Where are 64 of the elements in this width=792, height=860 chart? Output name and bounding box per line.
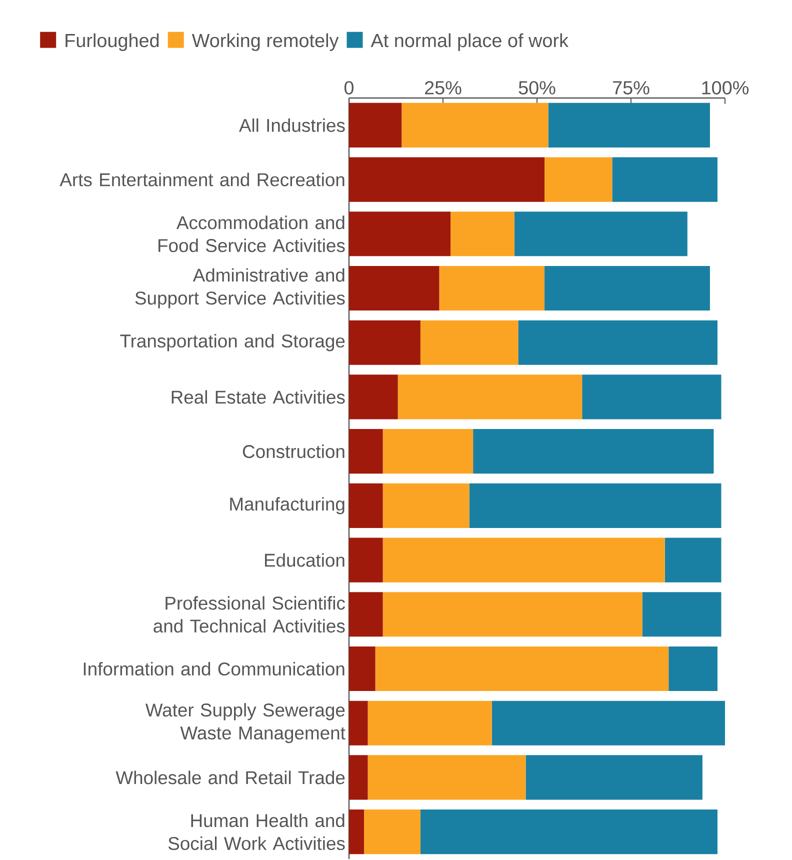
bar bbox=[526, 755, 702, 800]
y-tick-label: Information and Communication bbox=[84, 662, 344, 676]
bar bbox=[349, 538, 383, 582]
bar bbox=[439, 266, 545, 311]
y-tick-label: Arts Entertainment and Recreation bbox=[60, 172, 344, 186]
bar bbox=[364, 810, 420, 854]
bar bbox=[420, 320, 518, 365]
y-tick-label: Professional Scientific and Technical Activities bbox=[154, 596, 345, 633]
y-tick-label: Human Health and Social Work Activities bbox=[168, 814, 345, 850]
bar bbox=[382, 429, 474, 474]
bar bbox=[582, 374, 722, 420]
bar bbox=[518, 320, 718, 365]
bar bbox=[349, 102, 402, 148]
bar bbox=[548, 102, 710, 148]
x-tick-label: 75% bbox=[613, 81, 650, 94]
legend-label: At normal place of work bbox=[370, 33, 569, 51]
bar bbox=[382, 592, 642, 637]
bar bbox=[349, 320, 420, 365]
y-tick-label: Manufacturing bbox=[230, 497, 344, 514]
y-tick-label: Education bbox=[265, 553, 344, 567]
bar bbox=[368, 700, 492, 746]
bar bbox=[398, 374, 582, 420]
bar bbox=[664, 538, 722, 582]
bar bbox=[349, 810, 364, 854]
bar bbox=[514, 212, 688, 256]
bar bbox=[642, 592, 722, 637]
bar bbox=[492, 700, 725, 746]
legend-label: Working remotely bbox=[192, 33, 339, 51]
bar bbox=[450, 212, 514, 256]
x-tick-label: 100% bbox=[702, 81, 749, 94]
y-tick-label: Real Estate Activities bbox=[172, 390, 345, 404]
bar bbox=[473, 429, 714, 474]
bar bbox=[668, 646, 718, 692]
x-tick-label: 25% bbox=[425, 81, 462, 94]
x-tick-label: 0 bbox=[344, 81, 354, 94]
bar bbox=[375, 646, 669, 692]
bar bbox=[469, 483, 722, 528]
bar bbox=[368, 755, 526, 800]
bar bbox=[420, 810, 718, 854]
bar bbox=[402, 102, 548, 148]
bar bbox=[349, 483, 383, 528]
bar bbox=[349, 429, 383, 474]
bar bbox=[544, 157, 612, 202]
y-tick-label: Wholesale and Retail Trade bbox=[116, 770, 345, 784]
y-tick-label: Accommodation and Food Service Activities bbox=[158, 216, 345, 252]
bar bbox=[349, 374, 398, 420]
bar bbox=[382, 483, 470, 528]
y-tick-label: Water Supply Sewerage Waste Management bbox=[145, 703, 346, 744]
y-tick-label: Transportation and Storage bbox=[120, 334, 345, 352]
y-tick-label: Administrative and Support Service Activities bbox=[135, 268, 345, 308]
bar bbox=[349, 700, 368, 746]
y-tick-label: All Industries bbox=[238, 118, 345, 132]
bar bbox=[349, 212, 451, 256]
bar bbox=[349, 266, 440, 311]
bar bbox=[612, 157, 718, 202]
y-tick-label: Construction bbox=[242, 444, 344, 458]
bar bbox=[349, 157, 545, 202]
bar bbox=[349, 592, 383, 637]
bar bbox=[349, 646, 376, 692]
bar bbox=[349, 755, 368, 800]
bar bbox=[544, 266, 710, 311]
bar bbox=[382, 538, 665, 582]
x-tick-label: 50% bbox=[518, 81, 556, 94]
legend-label: Furloughed bbox=[66, 33, 159, 51]
